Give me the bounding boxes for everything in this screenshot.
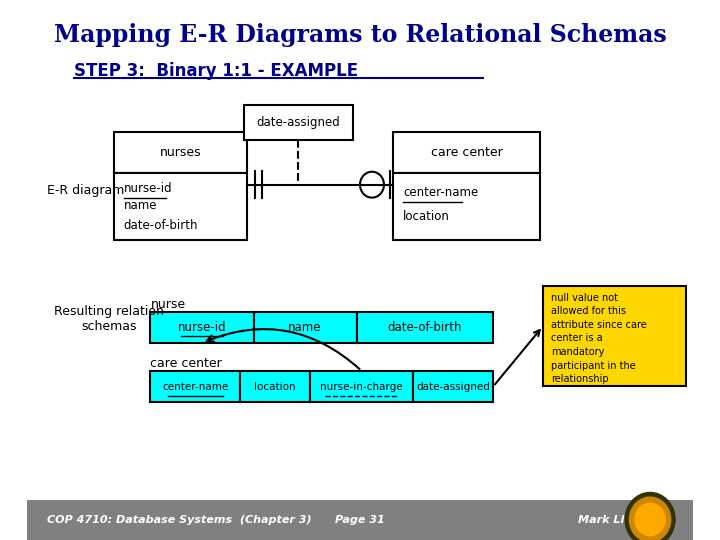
Text: date-of-birth: date-of-birth: [387, 321, 462, 334]
Text: Mark Llewellyn: Mark Llewellyn: [578, 515, 672, 525]
FancyBboxPatch shape: [240, 371, 310, 402]
FancyBboxPatch shape: [393, 173, 539, 240]
Text: date-of-birth: date-of-birth: [124, 219, 198, 232]
Text: name: name: [124, 199, 158, 212]
FancyBboxPatch shape: [150, 312, 253, 343]
Text: nurse: nurse: [150, 298, 186, 311]
FancyBboxPatch shape: [393, 132, 539, 173]
Text: nurse-in-charge: nurse-in-charge: [320, 382, 403, 392]
Text: null value not
allowed for this
attribute since care
center is a
mandatory
parti: null value not allowed for this attribut…: [551, 293, 647, 384]
Ellipse shape: [629, 497, 670, 540]
FancyBboxPatch shape: [114, 173, 247, 240]
Text: COP 4710: Database Systems  (Chapter 3): COP 4710: Database Systems (Chapter 3): [48, 515, 312, 525]
Text: location: location: [403, 211, 450, 224]
Text: date-assigned: date-assigned: [416, 382, 490, 392]
Text: name: name: [289, 321, 322, 334]
Text: care center: care center: [150, 357, 222, 370]
Text: Resulting relation
schemas: Resulting relation schemas: [54, 305, 164, 333]
Text: Page 31: Page 31: [335, 515, 385, 525]
Text: care center: care center: [431, 146, 503, 159]
Text: nurse-id: nurse-id: [178, 321, 226, 334]
Ellipse shape: [635, 503, 665, 536]
FancyBboxPatch shape: [253, 312, 356, 343]
FancyBboxPatch shape: [413, 371, 493, 402]
Text: nurses: nurses: [160, 146, 201, 159]
FancyBboxPatch shape: [150, 371, 240, 402]
Text: center-name: center-name: [162, 382, 228, 392]
FancyBboxPatch shape: [356, 312, 493, 343]
FancyBboxPatch shape: [310, 371, 413, 402]
Text: E-R diagram: E-R diagram: [48, 184, 125, 197]
FancyBboxPatch shape: [543, 286, 686, 386]
FancyArrowPatch shape: [207, 329, 359, 369]
FancyBboxPatch shape: [27, 500, 693, 540]
Text: Mapping E-R Diagrams to Relational Schemas: Mapping E-R Diagrams to Relational Schem…: [53, 23, 667, 47]
FancyBboxPatch shape: [114, 132, 247, 173]
Text: center-name: center-name: [403, 186, 479, 199]
Text: STEP 3:  Binary 1:1 - EXAMPLE: STEP 3: Binary 1:1 - EXAMPLE: [74, 62, 358, 80]
FancyBboxPatch shape: [243, 105, 354, 140]
Text: location: location: [254, 382, 296, 392]
Ellipse shape: [625, 492, 675, 540]
Text: date-assigned: date-assigned: [256, 116, 341, 130]
Text: nurse-id: nurse-id: [124, 181, 173, 194]
